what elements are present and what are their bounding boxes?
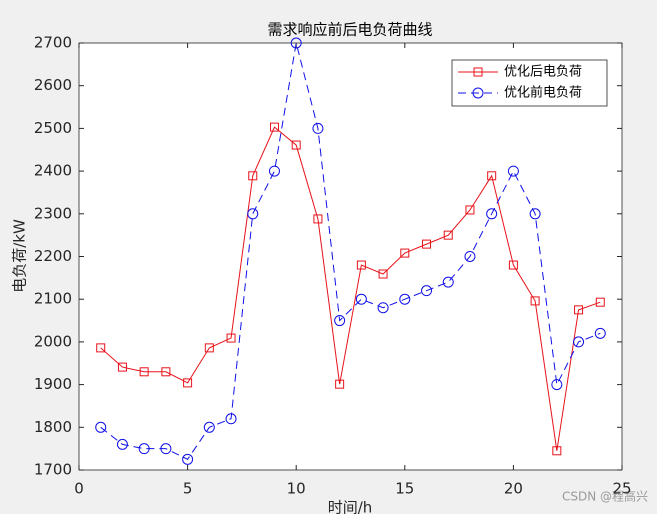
marker (486, 208, 498, 220)
marker (551, 379, 563, 391)
marker (574, 305, 584, 315)
x-tick-label: 15 (395, 480, 414, 498)
marker (529, 208, 541, 220)
legend-marker (473, 67, 483, 77)
y-tick-label: 2100 (34, 290, 72, 308)
marker (96, 343, 106, 353)
marker (117, 362, 127, 372)
marker (182, 453, 194, 465)
y-tick-label: 1800 (34, 418, 72, 436)
marker (378, 269, 388, 279)
x-tick-label: 5 (183, 480, 193, 498)
marker (248, 171, 258, 181)
marker (160, 443, 172, 455)
y-axis-label: 电负荷/kW (11, 219, 29, 293)
marker (247, 208, 259, 220)
marker (464, 251, 476, 262)
y-tick-label: 2700 (34, 34, 72, 52)
marker (116, 438, 128, 450)
marker (183, 378, 193, 388)
y-tick-label: 1700 (34, 461, 72, 479)
y-tick-label: 2300 (34, 204, 72, 222)
marker (421, 285, 433, 297)
marker (138, 443, 150, 455)
marker (465, 205, 475, 215)
chart-title: 需求响应前后电负荷曲线 (267, 21, 432, 39)
legend-label: 优化后电负荷 (504, 65, 582, 80)
y-tick-label: 2500 (34, 119, 72, 137)
marker (552, 446, 562, 456)
marker (594, 327, 606, 339)
marker (507, 165, 519, 177)
y-tick-label: 1900 (34, 375, 72, 393)
marker (508, 260, 518, 270)
marker (290, 37, 302, 49)
marker (356, 260, 366, 270)
marker (225, 413, 237, 425)
marker (204, 343, 214, 353)
y-tick-label: 2600 (34, 76, 72, 94)
marker (334, 315, 346, 327)
plot-area (78, 42, 623, 471)
marker (377, 302, 389, 314)
marker (399, 293, 411, 305)
marker (422, 239, 432, 249)
marker (95, 421, 107, 433)
x-tick-label: 25 (612, 480, 631, 498)
marker (355, 293, 367, 305)
marker (312, 122, 324, 134)
marker (313, 214, 323, 224)
marker (487, 171, 497, 181)
marker (291, 140, 301, 150)
marker (442, 276, 454, 288)
y-tick-label: 2200 (34, 247, 72, 265)
marker (400, 248, 410, 258)
legend-label: 优化前电负荷 (504, 85, 582, 101)
x-tick-label: 0 (74, 480, 84, 498)
marker (595, 297, 605, 307)
x-axis-label: 时间/h (328, 499, 373, 514)
x-tick-label: 10 (287, 480, 306, 498)
marker (573, 336, 585, 348)
watermark: CSDN @程高兴 (562, 489, 648, 504)
marker (443, 230, 453, 240)
y-tick-label: 2000 (34, 332, 72, 350)
marker (226, 333, 236, 343)
marker (269, 122, 279, 132)
series-line (100, 42, 601, 460)
legend-marker (472, 87, 484, 99)
y-tick-label: 2400 (34, 162, 72, 180)
marker (530, 296, 540, 306)
marker (268, 165, 280, 177)
marker (139, 367, 149, 377)
marker (161, 367, 171, 377)
marker (203, 421, 215, 433)
x-tick-label: 20 (504, 480, 523, 498)
marker (335, 379, 345, 389)
